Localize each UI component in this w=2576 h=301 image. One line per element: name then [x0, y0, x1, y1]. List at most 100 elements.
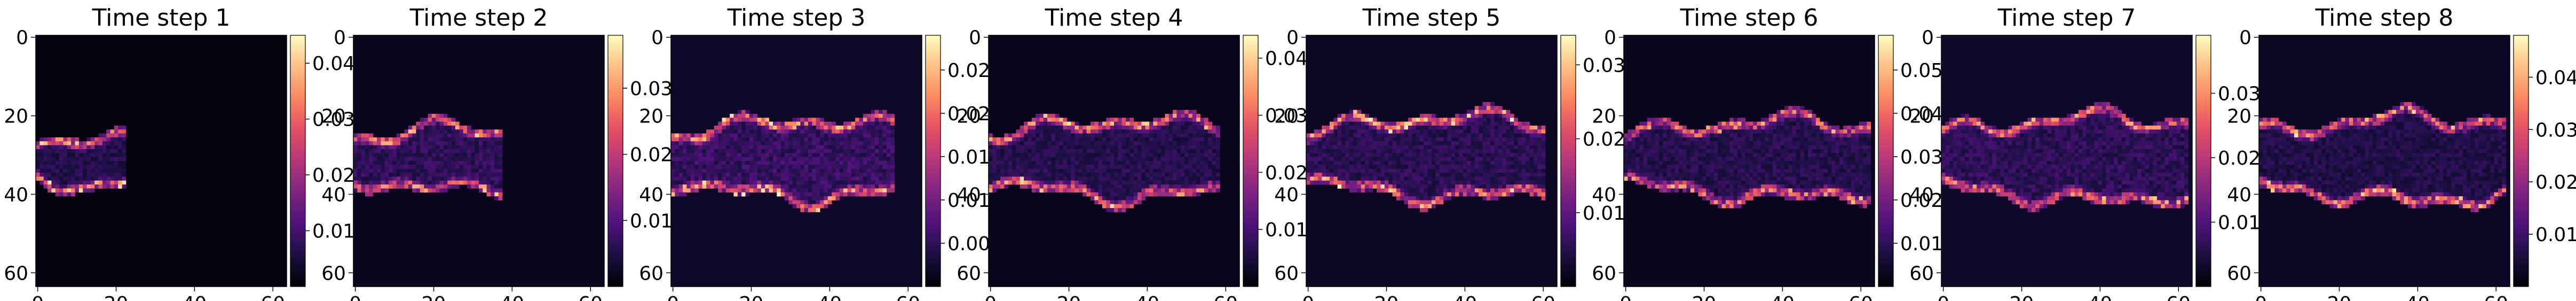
- heatmap-cell: [1424, 121, 1428, 126]
- heatmap-cell: [1204, 157, 1208, 161]
- heatmap-cell: [55, 153, 60, 158]
- heatmap-cell: [824, 200, 828, 205]
- heatmap-cell: [886, 118, 891, 122]
- heatmap-cell: [1432, 153, 1436, 158]
- heatmap-cell: [98, 161, 103, 165]
- heatmap-cell: [859, 165, 864, 169]
- heatmap-cell: [867, 161, 871, 165]
- heatmap-cell: [1518, 149, 1522, 153]
- heatmap-cell: [879, 188, 883, 193]
- heatmap-cell: [867, 133, 871, 138]
- heatmap-cell: [1479, 137, 1483, 142]
- heatmap-cell: [443, 173, 448, 177]
- heatmap-cell: [1377, 180, 1381, 185]
- heatmap-cell: [1372, 121, 1377, 126]
- heatmap-cell: [1451, 168, 1456, 173]
- heatmap-cell: [741, 180, 746, 185]
- heatmap-cell: [882, 149, 887, 153]
- heatmap-cell: [1066, 133, 1071, 138]
- heatmap-cell: [59, 192, 64, 197]
- heatmap-cell: [1168, 149, 1173, 153]
- heatmap-cell: [1479, 176, 1483, 181]
- heatmap-cell: [749, 188, 754, 193]
- heatmap-cell: [1424, 137, 1428, 142]
- heatmap-cell: [1467, 137, 1471, 142]
- heatmap-cell: [867, 149, 871, 153]
- heatmap-cell: [1310, 157, 1315, 161]
- heatmap-cell: [1479, 106, 1483, 110]
- heatmap-cell: [816, 200, 820, 205]
- heatmap-cell: [1349, 113, 1354, 118]
- heatmap-cell: [1318, 157, 1322, 161]
- heatmap-cell: [428, 153, 432, 158]
- heatmap-cell: [1753, 129, 1758, 134]
- heatmap-cell: [843, 165, 848, 169]
- heatmap-cell: [678, 188, 683, 193]
- heatmap-cell: [745, 188, 750, 193]
- heatmap-cell: [455, 145, 460, 150]
- heatmap-cell: [745, 165, 750, 169]
- heatmap-cell: [369, 188, 374, 193]
- heatmap-cell: [730, 153, 734, 158]
- heatmap-cell: [1314, 137, 1318, 142]
- heatmap-cell: [428, 157, 432, 161]
- heatmap-cell: [1388, 133, 1393, 138]
- heatmap-cell: [1039, 161, 1044, 165]
- heatmap-cell: [1702, 145, 1706, 150]
- heatmap-cell: [39, 180, 44, 185]
- heatmap-cell: [447, 157, 452, 161]
- heatmap-cell: [1498, 149, 1503, 153]
- heatmap-cell: [1066, 145, 1071, 150]
- heatmap-cell: [816, 188, 820, 193]
- heatmap-cell: [1188, 168, 1193, 173]
- heatmap-cell: [1408, 176, 1412, 181]
- heatmap-cell: [1365, 168, 1369, 173]
- heatmap-cell: [110, 129, 115, 134]
- heatmap-cell: [1471, 180, 1475, 185]
- heatmap-cell: [451, 118, 456, 122]
- heatmap-cell: [39, 168, 44, 173]
- heatmap-cell: [1439, 168, 1444, 173]
- heatmap-cell: [479, 184, 483, 189]
- heatmap-cell: [361, 137, 366, 142]
- heatmap-cell: [1365, 121, 1369, 126]
- heatmap-cell: [1859, 141, 1863, 146]
- heatmap-cell: [479, 141, 483, 146]
- heatmap-cell: [1467, 110, 1471, 114]
- heatmap-cell: [1192, 133, 1197, 138]
- heatmap-cell: [714, 176, 718, 181]
- heatmap-cell: [832, 145, 836, 150]
- heatmap-cell: [369, 149, 374, 153]
- heatmap-cell: [428, 168, 432, 173]
- heatmap-cell: [832, 149, 836, 153]
- heatmap-cell: [694, 161, 699, 165]
- heatmap-cell: [1102, 168, 1107, 173]
- heatmap-cell: [1133, 125, 1138, 130]
- heatmap-cell: [114, 161, 118, 165]
- heatmap-cell: [1161, 188, 1165, 193]
- heatmap-cell: [777, 137, 781, 142]
- heatmap-cell: [1314, 180, 1318, 185]
- heatmap-cell: [1063, 133, 1068, 138]
- heatmap-cell: [890, 125, 895, 130]
- heatmap-cell: [890, 137, 895, 142]
- heatmap-cell: [1137, 176, 1142, 181]
- heatmap-cell: [424, 133, 428, 138]
- heatmap-cell: [859, 133, 864, 138]
- heatmap-cell: [1024, 184, 1028, 189]
- heatmap-cell: [1396, 129, 1401, 134]
- heatmap-cell: [389, 168, 393, 173]
- heatmap-cell: [851, 161, 856, 165]
- heatmap-cell: [1494, 184, 1499, 189]
- heatmap-cell: [1377, 168, 1381, 173]
- heatmap-cell: [804, 204, 809, 209]
- heatmap-cell: [1384, 153, 1389, 158]
- heatmap-cell: [1078, 125, 1083, 130]
- heatmap-cell: [1416, 173, 1420, 177]
- heatmap-cell: [377, 184, 381, 189]
- heatmap-cell: [1474, 110, 1479, 114]
- heatmap-cell: [1212, 125, 1216, 130]
- heatmap-cell: [384, 153, 389, 158]
- heatmap-cell: [1153, 125, 1158, 130]
- heatmap-cell: [1761, 125, 1765, 130]
